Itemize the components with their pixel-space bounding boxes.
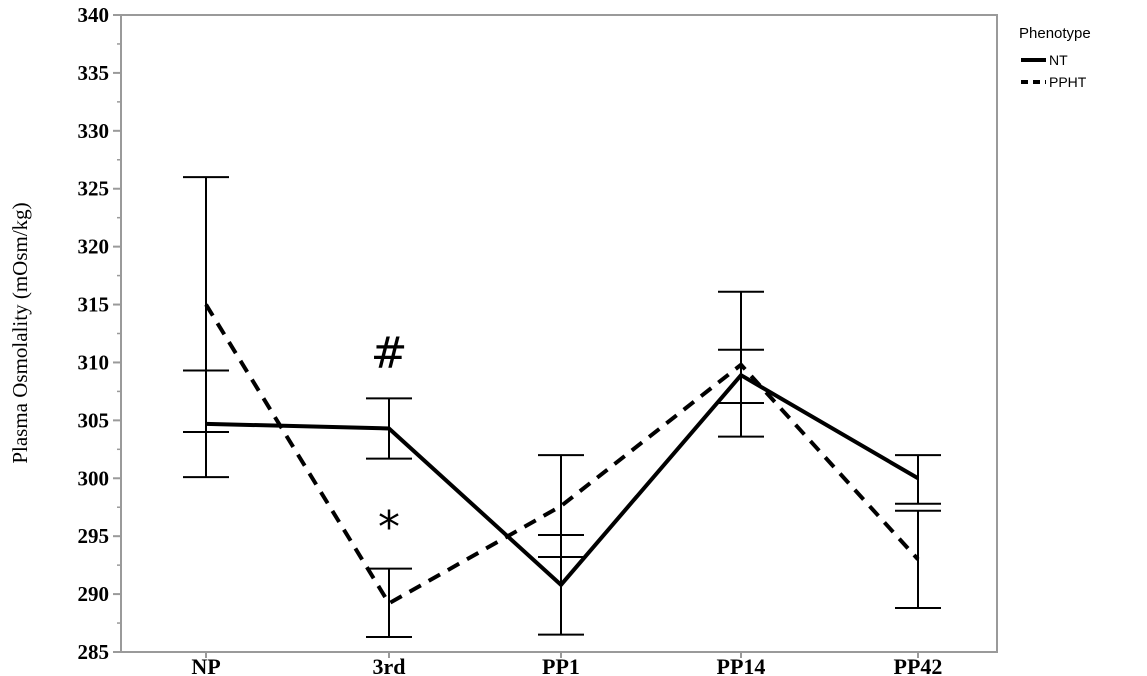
legend-label-ppht: PPHT (1049, 74, 1087, 90)
series-line-ppht (204, 303, 920, 607)
series-lines (204, 303, 920, 607)
x-tick-label: PP14 (717, 654, 766, 676)
y-tick-label: 335 (78, 61, 110, 85)
legend: Phenotype NT PPHT (1019, 25, 1091, 90)
y-tick-label: 285 (78, 640, 110, 664)
x-tick-label: 3rd (373, 654, 406, 676)
error-bar-ppht-pp1 (538, 454, 584, 559)
series-line-nt (205, 372, 920, 588)
y-tick-label: 300 (78, 466, 110, 490)
x-axis: NP 3rd PP1 PP14 PP42 (191, 652, 942, 676)
error-bars (183, 176, 941, 638)
annotation-hash: # (371, 328, 408, 379)
x-tick-label: PP42 (894, 654, 943, 676)
error-bar-ppht-3rd (366, 567, 412, 638)
x-tick-label: NP (191, 654, 220, 676)
annotations: #* (371, 328, 408, 553)
y-tick-label: 340 (78, 3, 110, 27)
x-tick-label: PP1 (542, 654, 580, 676)
y-tick-label: 290 (78, 582, 110, 606)
y-axis: 285 290 295 300 305 310 315 320 325 330 335 340 (78, 3, 121, 664)
y-axis-title: Plasma Osmolality (mOsm/kg) (8, 202, 32, 463)
annotation-asterisk: * (378, 502, 400, 553)
legend-title: Phenotype (1019, 25, 1091, 42)
y-tick-label: 305 (78, 408, 110, 432)
error-bar-nt-pp42 (895, 454, 941, 505)
y-tick-label: 310 (78, 350, 110, 374)
y-tick-label: 330 (78, 119, 110, 143)
y-tick-label: 325 (78, 177, 110, 201)
y-tick-label: 295 (78, 524, 110, 548)
legend-label-nt: NT (1049, 52, 1068, 68)
y-tick-label: 315 (78, 293, 110, 317)
y-tick-label: 320 (78, 235, 110, 259)
